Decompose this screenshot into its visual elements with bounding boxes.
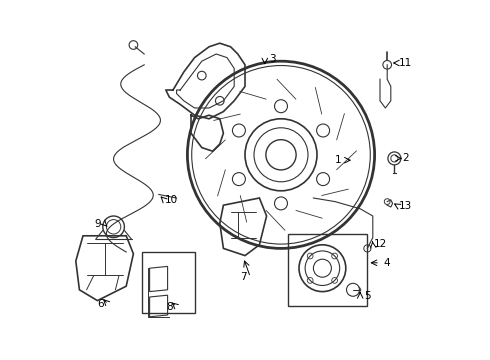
Text: 1: 1 [335,155,342,165]
Text: 9: 9 [94,219,101,229]
Text: 8: 8 [166,302,172,312]
Bar [143,252,195,313]
Text: 11: 11 [398,58,412,68]
Bar [288,234,368,306]
Text: 13: 13 [398,201,412,211]
Text: 2: 2 [402,153,409,163]
Text: 6: 6 [98,299,104,309]
Text: 12: 12 [373,239,387,249]
Text: 10: 10 [165,195,178,205]
Text: 5: 5 [364,291,371,301]
Text: 4: 4 [384,258,391,268]
Text: 7: 7 [240,272,246,282]
Text: 3: 3 [269,54,275,64]
